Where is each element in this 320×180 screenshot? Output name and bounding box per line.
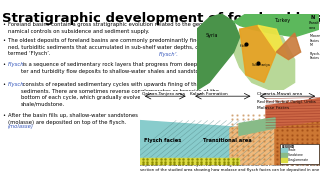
Polygon shape: [275, 98, 320, 165]
Text: •: •: [2, 22, 5, 27]
Polygon shape: [140, 158, 239, 165]
Bar: [281, 153, 287, 157]
Text: Flysch facies: Flysch facies: [144, 138, 181, 143]
Text: •: •: [2, 113, 5, 118]
Polygon shape: [258, 25, 289, 60]
Polygon shape: [276, 33, 301, 60]
Bar: [281, 148, 287, 152]
Text: Transitional
area: Transitional area: [309, 21, 320, 30]
Polygon shape: [140, 121, 248, 165]
Text: Syria: Syria: [205, 33, 218, 38]
Text: Sulaimaniya: Sulaimaniya: [252, 63, 271, 68]
Text: Flysch-
Facies: Flysch- Facies: [309, 51, 320, 60]
Polygon shape: [239, 118, 275, 135]
Text: Shale: Shale: [288, 148, 296, 152]
Text: Transitional area: Transitional area: [203, 138, 252, 143]
Text: Kaleah Formation: Kaleah Formation: [190, 93, 228, 96]
Text: Chwarta-Mawat area: Chwarta-Mawat area: [257, 93, 302, 96]
Polygon shape: [234, 14, 319, 37]
Text: •: •: [2, 62, 5, 67]
Text: Molasse Facies: Molasse Facies: [257, 106, 289, 110]
Polygon shape: [266, 98, 320, 128]
Bar: [280, 143, 319, 164]
Text: (molasse): (molasse): [8, 124, 34, 129]
Text: consists of repeated sedimentary cycles with upwards fining of the
sediments. Th: consists of repeated sedimentary cycles …: [20, 82, 219, 107]
Text: •: •: [2, 82, 5, 87]
Polygon shape: [240, 25, 276, 82]
Polygon shape: [197, 14, 240, 90]
Text: Deposition of molasse and flysch facies during Maastrichtian and Paleocene in th: Deposition of molasse and flysch facies …: [140, 163, 320, 172]
Text: Conglomerate: Conglomerate: [288, 158, 309, 162]
Text: •: •: [2, 38, 5, 43]
Text: Flysch: Flysch: [8, 62, 25, 67]
Text: The oldest deposits of foreland basins are commonly predominantly fine-grai-
ned: The oldest deposits of foreland basins a…: [8, 38, 223, 56]
Text: Qalaan-Tanjero area: Qalaan-Tanjero area: [142, 93, 185, 96]
Bar: [281, 158, 287, 162]
Polygon shape: [234, 29, 295, 90]
Text: Foreland basins contain a gross stratigraphic evolution related to the geody-
na: Foreland basins contain a gross stratigr…: [8, 22, 211, 34]
Text: Stratigraphic development of foreland basins: Stratigraphic development of foreland ba…: [2, 12, 320, 25]
Text: Flysch’.: Flysch’.: [159, 52, 179, 57]
Text: LEGEND: LEGEND: [281, 145, 294, 149]
Text: Irbil: Irbil: [240, 44, 246, 48]
Polygon shape: [230, 113, 320, 165]
Bar: [140, 91, 320, 118]
Text: Miocene
Facies
M: Miocene Facies M: [309, 34, 320, 47]
Text: Turkey: Turkey: [274, 18, 291, 23]
Text: Red Bed Series/ Congl. Umbs: Red Bed Series/ Congl. Umbs: [257, 100, 316, 104]
Text: After the basin fills up, shallow-water sandstones and continental sediments
(mo: After the basin fills up, shallow-water …: [8, 113, 210, 125]
Text: Flysch: Flysch: [8, 82, 25, 87]
Text: is a sequence of sedimentary rock layers that progress from deep-wa-
ter and tur: is a sequence of sedimentary rock layers…: [20, 62, 209, 74]
Text: N: N: [311, 15, 315, 20]
Text: Sandstone: Sandstone: [288, 153, 303, 157]
